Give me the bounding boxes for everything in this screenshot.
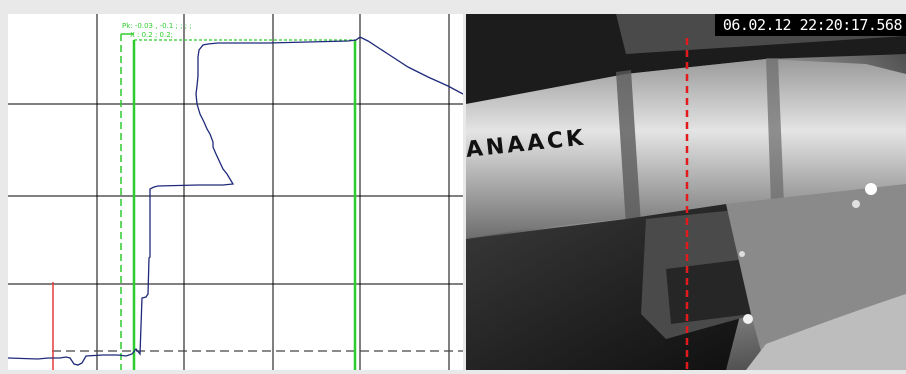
plot-canvas[interactable]: Pk: -0.03 , -0.1 ; ; ; ; X : 0.2 ; 0.2;: [8, 14, 463, 370]
camera-image: [466, 14, 906, 370]
readout-line-1: Pk: -0.03 , -0.1 ; ; ; ;: [122, 22, 192, 30]
signal-plot[interactable]: Pk: -0.03 , -0.1 ; ; ; ; X : 0.2 ; 0.2;: [8, 14, 463, 370]
timestamp-label: 06.02.12 22:20:17.568: [714, 14, 906, 36]
signal-trace: [8, 36, 463, 366]
camera-view[interactable]: ANAACK 06.02.12 22:20:17.568: [466, 14, 906, 370]
readout-line-2: X : 0.2 ; 0.2;: [130, 31, 173, 39]
